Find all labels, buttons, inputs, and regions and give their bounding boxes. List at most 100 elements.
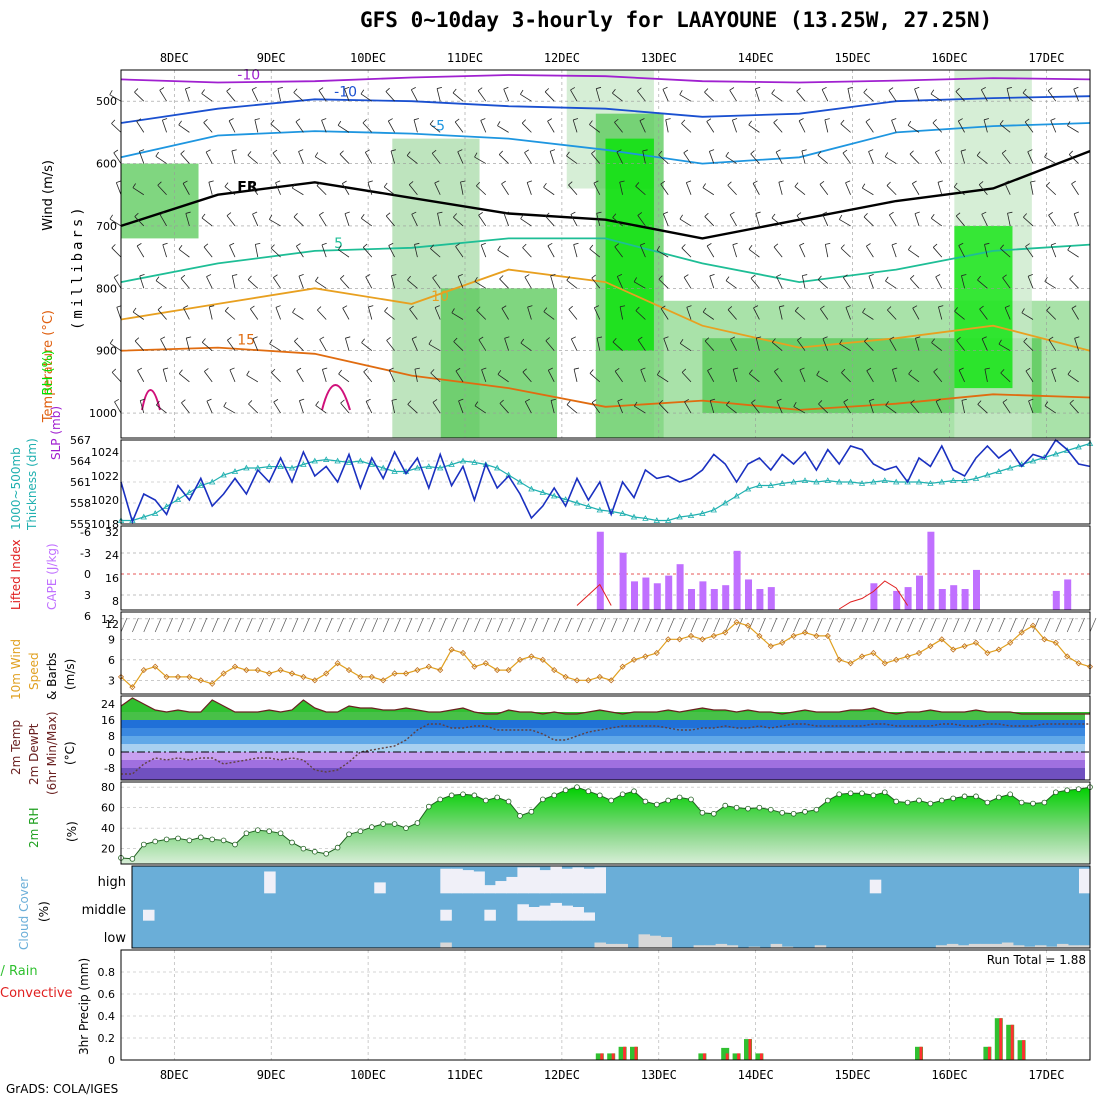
wind-barb	[864, 337, 874, 351]
wind-barb	[178, 245, 190, 258]
wind-barb-flag	[543, 307, 548, 312]
cloud-cell	[638, 934, 651, 948]
wind-barb-staff	[1050, 244, 1057, 258]
wind-barb-staff	[732, 244, 737, 258]
wind-barb	[679, 617, 686, 633]
ylabel-minmax: (6hr Min/Max)	[45, 712, 59, 796]
wind-barb	[368, 305, 374, 320]
wind-barb-flag	[437, 211, 443, 214]
wind-barb-flag	[709, 274, 715, 277]
rh-point	[665, 797, 671, 804]
wind-barb-staff	[340, 278, 350, 289]
wind-barb	[340, 275, 350, 289]
wind-barb-staff	[386, 340, 395, 351]
wind-barb-flag	[1045, 181, 1050, 187]
thickness-point	[288, 464, 296, 471]
wind-barb-flag	[633, 277, 637, 283]
wind-barb-staff	[180, 278, 190, 289]
wind-barb	[178, 369, 190, 383]
wind-barb-flag	[224, 306, 229, 312]
wind-barb-flag	[861, 183, 866, 189]
wind-barb-staff	[314, 156, 327, 164]
wind-barb	[824, 118, 830, 133]
wind-barb	[980, 87, 988, 102]
temp-band	[121, 736, 1085, 744]
cape-bar	[1052, 590, 1060, 610]
rh-ylabels: 2m RH (%)	[27, 808, 79, 849]
wind-barb	[932, 243, 943, 258]
thickness-point	[437, 464, 444, 471]
wind-barb-flag	[322, 367, 328, 370]
wind-barb-flag	[185, 211, 191, 214]
wind-barb-staff	[413, 119, 418, 133]
wind-barb	[280, 617, 287, 633]
wind-barb-flag	[892, 367, 898, 370]
wind-barb-flag	[545, 212, 550, 217]
wind-barb	[612, 337, 623, 351]
wind-barb	[633, 617, 641, 633]
wind-barb-staff	[364, 152, 373, 164]
wind-barb-staff	[817, 154, 829, 164]
wind-barb-flag	[1021, 308, 1025, 314]
wind-barb	[868, 274, 874, 289]
wind-barb-flag	[935, 149, 940, 153]
cloud-cell	[451, 868, 463, 894]
cloud-cell	[484, 909, 496, 921]
wind-tick-label: 3	[108, 674, 115, 687]
wind-barb-flag	[321, 118, 327, 121]
cape-bar	[1064, 579, 1072, 610]
cape-frame	[120, 525, 1091, 611]
wind-barb	[201, 338, 213, 351]
cape-tick-label: 24	[105, 549, 119, 562]
wind-barb	[892, 367, 898, 382]
cloud-cell	[264, 871, 276, 894]
wind-barb-flag	[455, 243, 460, 247]
wind-barb-flag	[247, 151, 252, 156]
wind-barb	[339, 150, 350, 164]
wind-barb-flag	[550, 274, 556, 277]
wind-barb	[543, 182, 555, 196]
wind-barb-flag	[522, 243, 527, 248]
wind-barb-staff	[362, 247, 373, 258]
wind-barb-staff	[839, 219, 851, 227]
wind-barb-flag	[1027, 149, 1033, 153]
precip-total-bar	[698, 1053, 707, 1060]
wind-barb	[793, 402, 806, 414]
wind-barb-staff	[595, 88, 601, 102]
wind-barb-staff	[679, 94, 692, 102]
wind-barb	[863, 88, 874, 102]
wind-barb-flag	[822, 336, 828, 339]
ylabel-dewpt: 2m DewPt	[27, 723, 41, 785]
rh-point	[710, 810, 717, 817]
wind-barb	[428, 617, 436, 633]
lifted-tick-label: -6	[80, 526, 91, 539]
wind-speed-point	[391, 670, 398, 677]
wind-barb-staff	[798, 120, 806, 133]
wind-barb-flag	[429, 120, 434, 125]
wind-barb-staff	[658, 154, 669, 164]
date-label-bottom: 8DEC	[160, 1068, 189, 1082]
wind-barb-staff	[915, 338, 920, 351]
wind-barb	[391, 398, 397, 414]
wind-barb	[727, 306, 737, 320]
wind-barb-staff	[362, 122, 373, 133]
wind-barb	[246, 617, 253, 633]
wind-barb	[337, 120, 350, 133]
wind-barb	[773, 118, 783, 133]
cape-tick-label: 8	[112, 595, 119, 608]
wind-barb-flag	[702, 307, 707, 313]
wind-barb-staff	[205, 151, 213, 164]
wind-barb	[159, 211, 167, 227]
wind-barb	[955, 212, 965, 227]
wind-barb-flag	[318, 87, 324, 91]
wind-barb	[599, 617, 607, 633]
wind-speed-point	[756, 632, 763, 639]
wind-barb	[224, 182, 236, 196]
wind-barb	[975, 617, 983, 633]
wind-barb-staff	[702, 311, 715, 320]
wind-barb	[316, 181, 327, 196]
wind-barb	[1044, 152, 1057, 164]
wind-barb-flag	[273, 399, 279, 403]
wind-barb-flag	[293, 88, 298, 93]
rh-point	[414, 820, 421, 826]
